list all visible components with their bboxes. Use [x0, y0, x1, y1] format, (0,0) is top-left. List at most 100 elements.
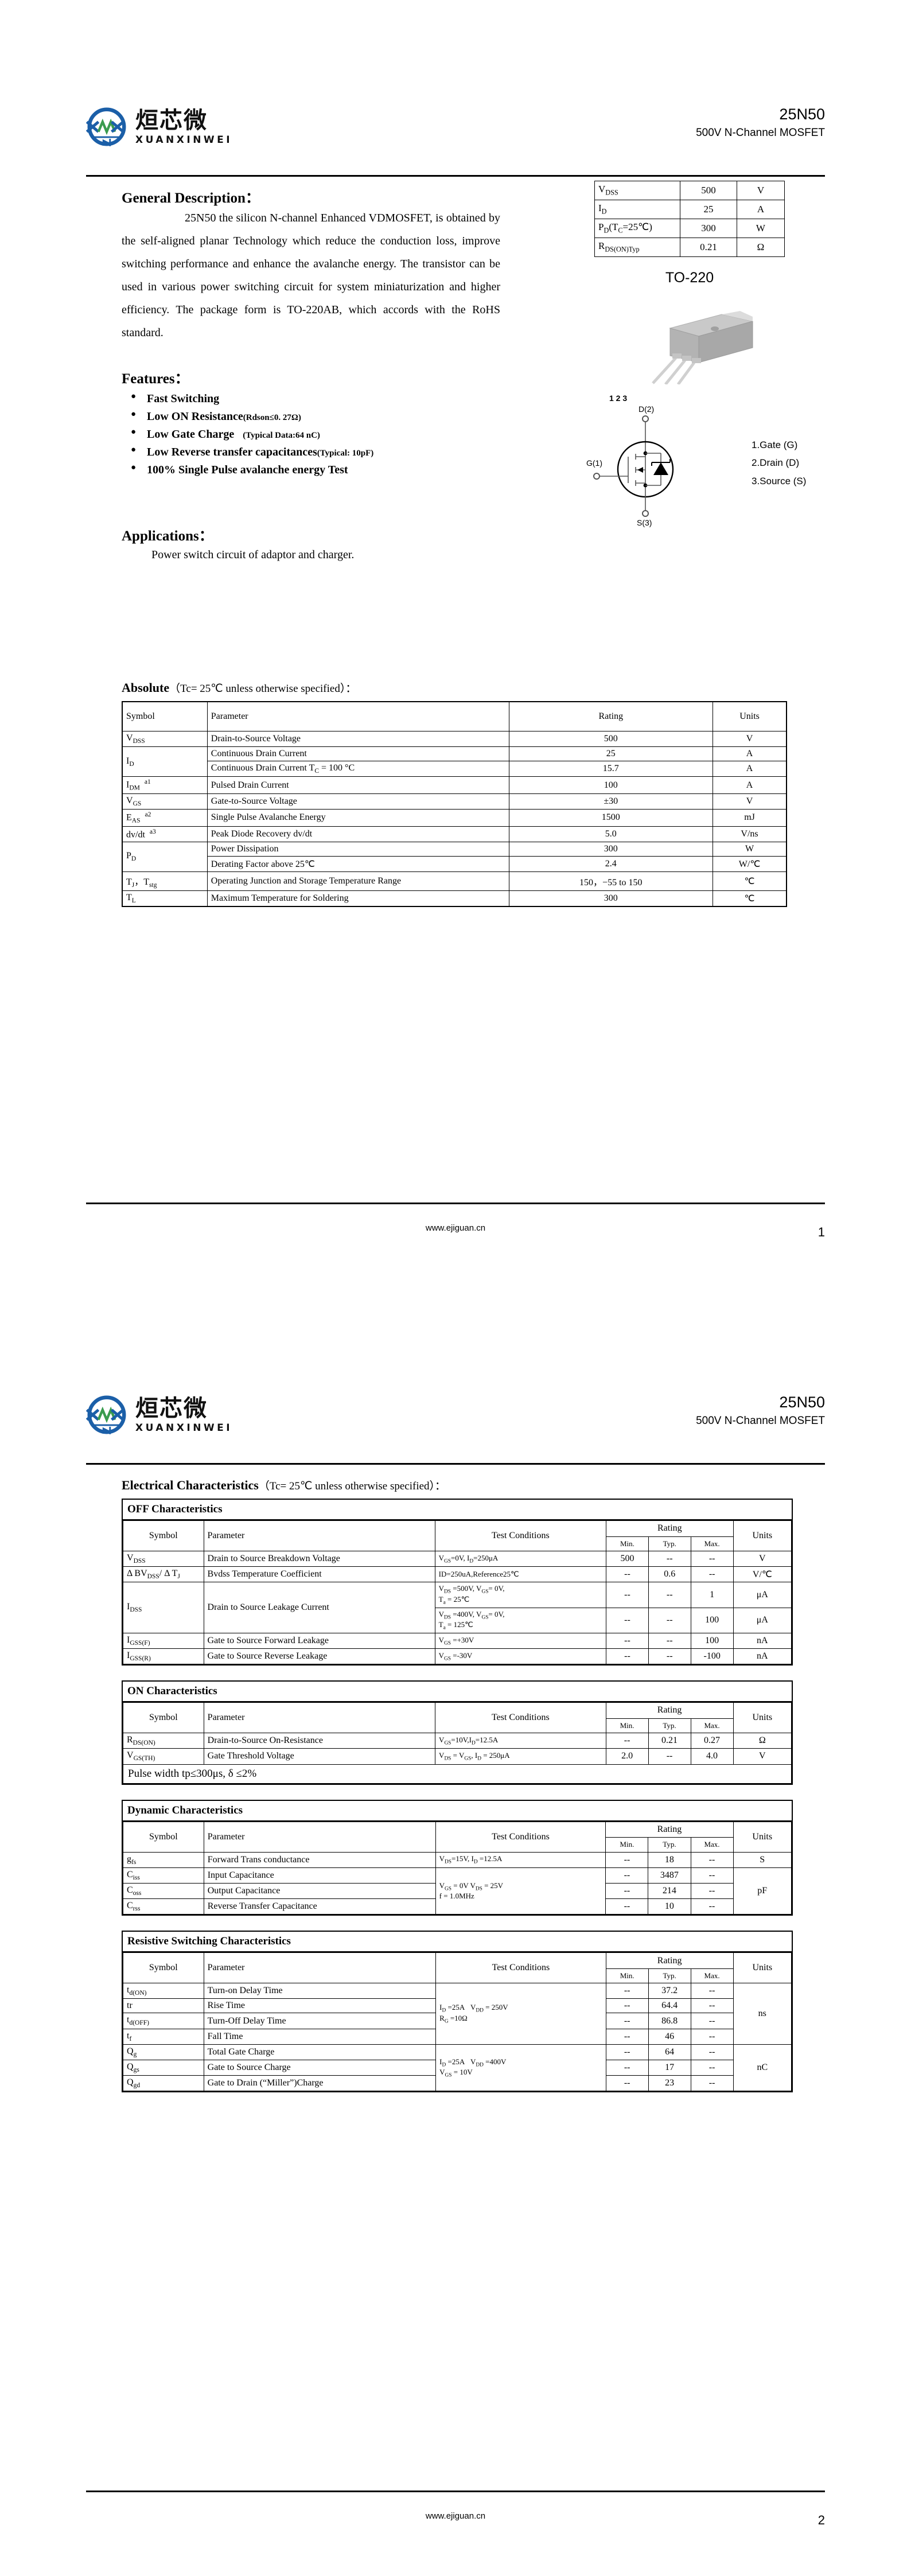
table-row: Crss Reverse Transfer Capacitance -- 10 … — [123, 1898, 792, 1915]
row-max: -- — [690, 2028, 734, 2045]
row-symbol: IGSS(F) — [123, 1632, 204, 1649]
col-typ: Typ. — [648, 1718, 691, 1734]
summary-unit: A — [736, 200, 785, 219]
resistive-switching-grid: Symbol Parameter Test Conditions Rating … — [123, 1952, 792, 2092]
list-item: Fast Switching — [122, 390, 558, 408]
row-parameter: Fall Time — [203, 2028, 437, 2045]
xxw-circle-logo-icon — [85, 1394, 127, 1435]
row-symbol: Coss — [123, 1882, 204, 1900]
row-typ: 3487 — [648, 1867, 691, 1884]
row-max: -- — [690, 2075, 734, 2092]
col-symbol: Symbol — [123, 1702, 204, 1734]
table-row: IGSS(F) Gate to Source Forward Leakage V… — [123, 1632, 792, 1649]
row-max: -- — [690, 1851, 734, 1868]
row-min: -- — [606, 1607, 649, 1633]
group-title-resistive: Resistive Switching Characteristics — [123, 1932, 792, 1953]
row-parameter: Drain-to-Source Voltage — [207, 730, 509, 748]
table-header-row: Min. Typ. Max. — [123, 1968, 792, 1984]
col-units: Units — [733, 1952, 792, 1984]
summary-ratings-table: VDSS 500 V ID 25 A PD(TC=25℃) 300 W RDS(… — [594, 181, 785, 257]
row-parameter: Bvdss Temperature Coefficient — [203, 1566, 435, 1583]
source-pin-label: S(3) — [637, 518, 652, 527]
row-parameter: Drain to Source Leakage Current — [203, 1582, 435, 1633]
row-max: 100 — [690, 1632, 734, 1649]
row-parameter: Gate to Source Reverse Leakage — [203, 1648, 435, 1665]
row-unit: V/℃ — [733, 1566, 792, 1583]
header-part-info: 25N50 500V N-Channel MOSFET — [696, 1394, 825, 1427]
dynamic-characteristics-grid: Symbol Parameter Test Conditions Rating … — [123, 1821, 792, 1915]
off-characteristics-grid: Symbol Parameter Test Conditions Rating … — [123, 1520, 792, 1665]
list-item: 100% Single Pulse avalanche energy Test — [122, 461, 558, 479]
row-condition: VDS = VGS, ID = 250μA — [435, 1748, 606, 1765]
row-max: -- — [690, 1998, 734, 2014]
col-typ: Typ. — [648, 1968, 691, 1984]
col-rating: Rating — [605, 1702, 734, 1719]
row-parameter: Total Gate Charge — [203, 2044, 437, 2061]
table-row: Derating Factor above 25℃ 2.4 W/℃ — [122, 855, 787, 872]
gate-pin-label: G(1) — [586, 458, 602, 468]
table-row: gfs Forward Trans conductance VDS=15V, I… — [123, 1851, 792, 1868]
row-condition: VGS =-30V — [434, 1648, 607, 1665]
row-min: -- — [606, 1648, 649, 1665]
row-parameter: Turn-on Delay Time — [203, 1983, 437, 1999]
row-min: -- — [605, 1851, 649, 1868]
row-min: -- — [605, 1733, 649, 1749]
col-symbol: Symbol — [122, 701, 208, 731]
row-condition-shared: ID =25A VDD =400V VGS = 10V — [435, 2044, 606, 2092]
list-item: Low Gate Charge (Typical Data:64 nC) — [122, 426, 558, 443]
row-typ: -- — [648, 1550, 691, 1567]
col-min: Min. — [605, 1837, 649, 1853]
row-min: 500 — [606, 1550, 649, 1567]
row-unit: W — [713, 841, 787, 857]
row-condition: VDS=15V, ID =12.5A — [435, 1851, 606, 1868]
table-row: TJ，Tstg Operating Junction and Storage T… — [122, 871, 787, 892]
table-header-row: Symbol Parameter Test Conditions Rating … — [123, 1821, 792, 1853]
col-parameter: Parameter — [207, 701, 509, 731]
row-parameter: Gate to Source Forward Leakage — [203, 1632, 435, 1649]
row-max: -100 — [690, 1648, 734, 1665]
row-min: -- — [605, 2044, 649, 2061]
row-unit: ℃ — [713, 890, 787, 907]
table-row: VGS Gate-to-Source Voltage ±30 V — [122, 793, 787, 810]
page-number: 1 — [817, 1225, 825, 1239]
table-row: IDM a1 Pulsed Drain Current 100 A — [122, 776, 787, 794]
list-item: 3.Source (S) — [752, 475, 807, 487]
table-header-row: Symbol Parameter Test Conditions Rating … — [123, 1702, 792, 1734]
col-rating: Rating — [605, 1821, 734, 1838]
table-header-row: Symbol Parameter Rating Units — [122, 701, 787, 731]
features-list: Fast Switching Low ON Resistance(Rdson≤0… — [122, 390, 558, 479]
row-symbol: Ciss — [123, 1867, 204, 1884]
row-unit: ns — [733, 1983, 792, 2045]
section-heading-electrical: Electrical Characteristics（Tc= 25℃ unles… — [122, 1478, 446, 1492]
row-parameter: Operating Junction and Storage Temperatu… — [207, 871, 509, 892]
row-condition: VDS =500V, VGS= 0V, Ta = 25℃ — [434, 1582, 607, 1608]
row-min: -- — [605, 1882, 649, 1900]
col-max: Max. — [690, 1968, 734, 1984]
row-typ: 214 — [648, 1882, 691, 1900]
row-unit: V — [713, 793, 787, 810]
row-symbol: td(OFF) — [123, 2013, 204, 2029]
row-symbol: Qgs — [123, 2059, 204, 2076]
row-condition-shared: ID =25A VDD = 250V RG =10Ω — [435, 1983, 606, 2045]
col-parameter: Parameter — [203, 1702, 436, 1734]
col-parameter: Parameter — [203, 1821, 436, 1853]
package-title: TO-220 — [665, 270, 714, 286]
row-min: -- — [606, 1582, 649, 1608]
col-units: Units — [733, 1702, 792, 1734]
row-max: -- — [690, 1882, 734, 1900]
summary-unit: Ω — [736, 238, 785, 257]
group-title-on: ON Characteristics — [123, 1682, 792, 1703]
summary-symbol: PD(TC=25℃) — [594, 219, 681, 238]
section-heading-general-description: General Description： — [122, 190, 260, 206]
row-unit: V — [733, 1550, 792, 1567]
row-typ: 23 — [648, 2075, 691, 2092]
row-unit: μA — [733, 1607, 792, 1633]
row-typ: -- — [648, 1632, 691, 1649]
row-parameter: Gate to Drain (“Miller”)Charge — [203, 2075, 437, 2092]
row-unit: nA — [733, 1648, 792, 1665]
header-part-info: 25N50 500V N-Channel MOSFET — [696, 106, 825, 139]
row-condition: VDS =400V, VGS= 0V, Ta = 125℃ — [434, 1607, 607, 1633]
row-symbol: TJ，Tstg — [122, 871, 208, 892]
list-item: 2.Drain (D) — [752, 457, 800, 469]
